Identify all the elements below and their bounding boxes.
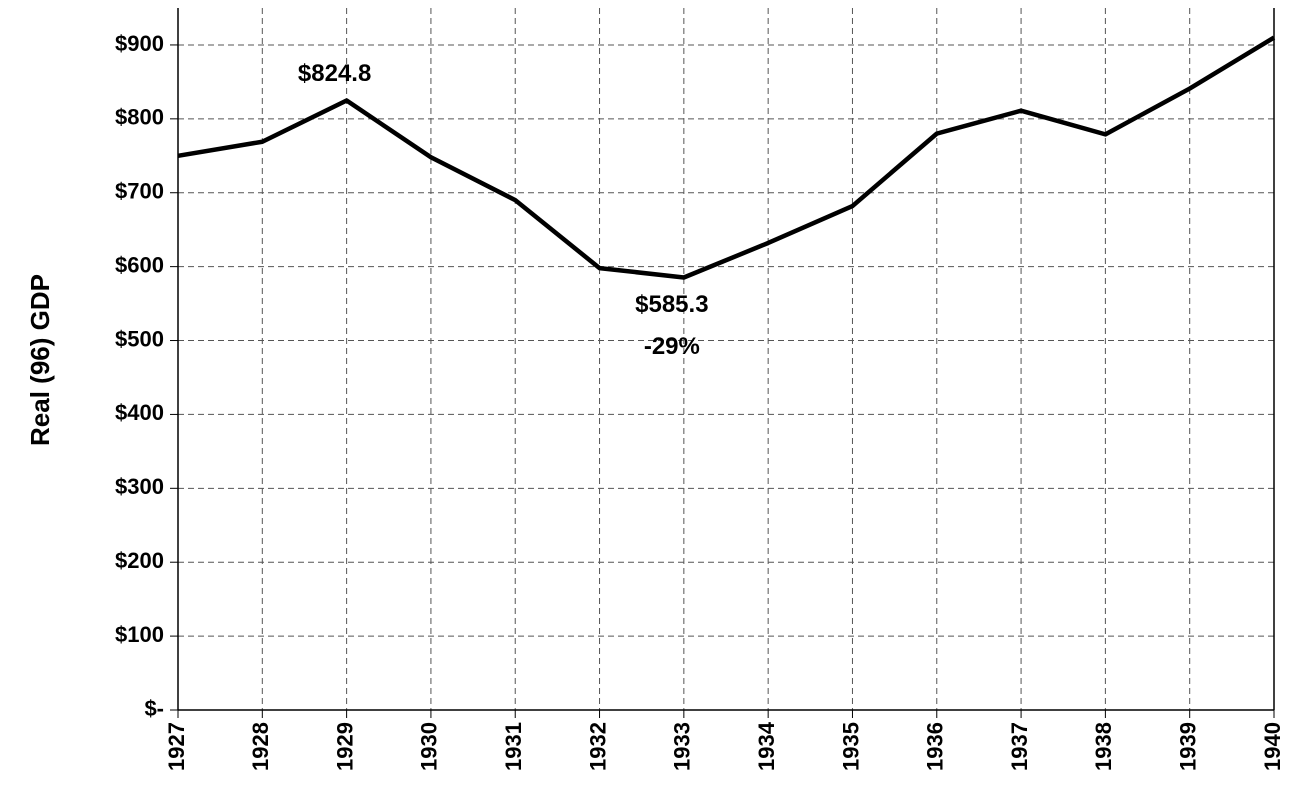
x-tick-label: 1930 bbox=[417, 722, 442, 771]
x-tick-label: 1928 bbox=[248, 722, 273, 771]
y-axis-label: Real (96) GDP bbox=[25, 274, 55, 446]
y-tick-label: $200 bbox=[115, 548, 164, 573]
y-tick-label: $700 bbox=[115, 179, 164, 204]
y-tick-label: $800 bbox=[115, 105, 164, 130]
annotation: $585.3 bbox=[635, 291, 708, 318]
x-tick-label: 1940 bbox=[1260, 722, 1285, 771]
x-tick-label: 1937 bbox=[1007, 722, 1032, 771]
y-tick-label: $500 bbox=[115, 326, 164, 351]
annotation: $824.8 bbox=[298, 60, 371, 87]
x-tick-label: 1935 bbox=[838, 722, 863, 771]
y-tick-label: $300 bbox=[115, 474, 164, 499]
x-tick-label: 1939 bbox=[1176, 722, 1201, 771]
line-series bbox=[177, 35, 1276, 280]
y-tick-label: $- bbox=[144, 696, 164, 721]
y-tick-label: $400 bbox=[115, 400, 164, 425]
x-tick-label: 1934 bbox=[754, 721, 779, 771]
x-tick-label: 1933 bbox=[670, 722, 695, 771]
y-tick-label: $100 bbox=[115, 622, 164, 647]
y-tick-label: $600 bbox=[115, 252, 164, 277]
x-tick-label: 1938 bbox=[1091, 722, 1116, 771]
annotation: -29% bbox=[644, 333, 700, 360]
x-tick-label: 1927 bbox=[164, 722, 189, 771]
x-tick-label: 1936 bbox=[923, 722, 948, 771]
x-tick-label: 1931 bbox=[501, 722, 526, 771]
y-tick-label: $900 bbox=[115, 31, 164, 56]
x-tick-label: 1932 bbox=[585, 722, 610, 771]
x-tick-label: 1929 bbox=[332, 722, 357, 771]
